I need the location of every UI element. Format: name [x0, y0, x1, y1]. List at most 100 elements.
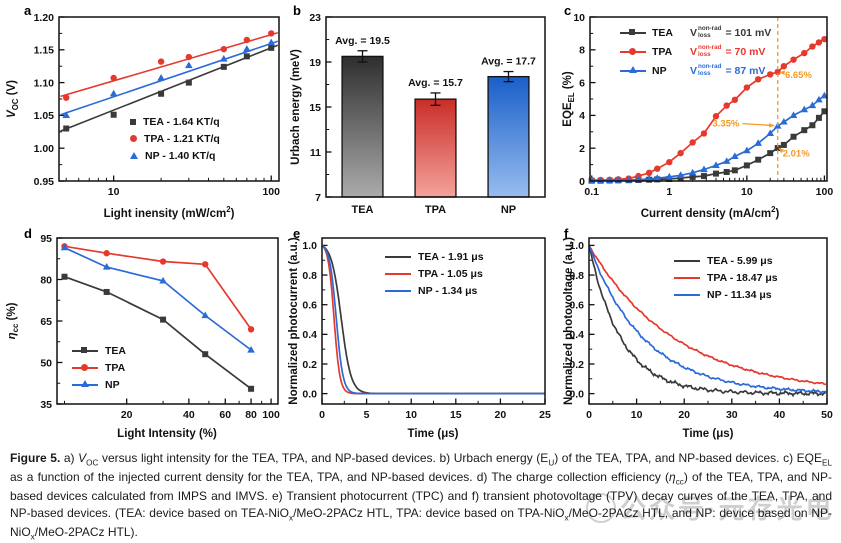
- svg-text:11: 11: [310, 147, 321, 159]
- panel-letter-d: d: [24, 226, 32, 241]
- legend-name: TPA: [652, 46, 682, 58]
- urbach-y-axis-label: Urbach energy (meV): [290, 49, 302, 165]
- svg-text:1.0: 1.0: [302, 240, 317, 252]
- tpc-legend: TEA - 1.91 μs TPA - 1.05 μs NP - 1.34 μs: [385, 248, 484, 299]
- svg-text:0.4: 0.4: [302, 329, 317, 341]
- svg-text:10: 10: [108, 186, 120, 198]
- legend-item-tpa: TPA - 18.47 μs: [674, 269, 778, 286]
- triangle-marker-icon: [130, 152, 138, 159]
- legend-label: TPA: [105, 362, 125, 374]
- svg-text:20: 20: [121, 409, 133, 421]
- legend-item-tpa: TPA - 1.05 μs: [385, 265, 484, 282]
- svg-text:20: 20: [678, 409, 690, 421]
- svg-text:25: 25: [539, 409, 551, 421]
- svg-text:3.35%: 3.35%: [712, 118, 739, 129]
- svg-text:1.15: 1.15: [34, 45, 55, 57]
- svg-text:50: 50: [40, 357, 52, 369]
- legend-name: TEA: [652, 27, 682, 39]
- voc-x-axis-label: Light inensity (mW/cm2): [104, 205, 235, 220]
- svg-text:2.01%: 2.01%: [783, 149, 810, 160]
- legend-item-tea: TEA - 1.91 μs: [385, 248, 484, 265]
- eqe-y-axis-label: EQEEL (%): [562, 71, 576, 126]
- tpv-legend: TEA - 5.99 μs TPA - 18.47 μs NP - 11.34 …: [674, 252, 778, 303]
- line-glyph: [385, 273, 411, 275]
- line-glyph: [385, 290, 411, 292]
- svg-text:40: 40: [774, 409, 786, 421]
- line-glyph: [385, 256, 411, 258]
- svg-text:50: 50: [821, 409, 833, 421]
- svg-text:Avg. = 15.7: Avg. = 15.7: [408, 77, 463, 89]
- circle-marker-icon: [81, 364, 88, 371]
- svg-text:0.0: 0.0: [302, 388, 317, 400]
- legend-label: NP - 1.40 KT/q: [145, 150, 215, 162]
- tpv-x-axis-label: Time (μs): [683, 428, 734, 440]
- svg-text:1.00: 1.00: [34, 143, 55, 155]
- svg-text:1.20: 1.20: [34, 12, 55, 24]
- svg-text:60: 60: [219, 409, 231, 421]
- svg-text:5: 5: [364, 409, 370, 421]
- svg-text:80: 80: [40, 274, 52, 286]
- svg-text:4: 4: [579, 110, 585, 122]
- svg-text:Avg. = 17.7: Avg. = 17.7: [481, 56, 536, 68]
- svg-text:10: 10: [405, 409, 417, 421]
- triangle-marker-icon: [81, 380, 89, 387]
- svg-text:TEA: TEA: [352, 204, 374, 216]
- svg-text:6: 6: [579, 77, 585, 89]
- legend-item-np: NP - 11.34 μs: [674, 286, 778, 303]
- svg-text:10: 10: [631, 409, 643, 421]
- svg-text:35: 35: [40, 399, 52, 411]
- panel-letter-a: a: [24, 3, 31, 18]
- svg-text:NP: NP: [501, 204, 516, 216]
- svg-text:0.1: 0.1: [584, 186, 599, 198]
- svg-text:1: 1: [666, 186, 672, 198]
- svg-text:0: 0: [586, 409, 592, 421]
- line-glyph: [674, 277, 700, 279]
- ncc-legend: TEA TPA NP: [72, 342, 126, 393]
- svg-text:95: 95: [40, 233, 52, 245]
- legend-label: TPA - 1.05 μs: [418, 268, 483, 280]
- svg-text:0.6: 0.6: [302, 299, 317, 311]
- svg-text:10: 10: [573, 12, 585, 24]
- voc-legend: TEA - 1.64 KT/q TPA - 1.21 KT/q NP - 1.4…: [130, 113, 220, 164]
- svg-text:1.05: 1.05: [34, 110, 55, 122]
- legend-label: TEA - 1.91 μs: [418, 251, 484, 263]
- legend-item-tpa: TPA - 1.21 KT/q: [130, 130, 220, 147]
- legend-item-tea: TEA - 5.99 μs: [674, 252, 778, 269]
- legend-label: TEA - 1.64 KT/q: [143, 116, 220, 128]
- legend-label: NP - 11.34 μs: [707, 289, 772, 301]
- figure-caption: Figure 5. a) VOC versus light intensity …: [10, 450, 832, 543]
- legend-label: NP: [105, 379, 120, 391]
- svg-text:100: 100: [816, 186, 834, 198]
- svg-text:15: 15: [309, 102, 321, 114]
- square-marker-icon: [81, 347, 87, 353]
- legend-name: NP: [652, 65, 682, 77]
- svg-text:7: 7: [315, 192, 321, 204]
- svg-text:40: 40: [183, 409, 195, 421]
- svg-text:0: 0: [319, 409, 325, 421]
- svg-text:Avg. = 19.5: Avg. = 19.5: [335, 35, 390, 47]
- line-glyph: [674, 260, 700, 262]
- circle-marker-icon: [629, 48, 636, 55]
- line-glyph: [674, 294, 700, 296]
- svg-text:1.10: 1.10: [34, 77, 55, 89]
- ncc-x-axis-label: Light Intensity (%): [117, 428, 217, 440]
- svg-text:0.95: 0.95: [34, 176, 55, 188]
- svg-text:10: 10: [741, 186, 753, 198]
- ncc-y-axis-label: ηcc (%): [6, 303, 20, 340]
- legend-item-tpa: TPA: [72, 359, 126, 376]
- tpv-y-axis-label: Normalized photovoltage (a.u.): [563, 237, 575, 405]
- legend-label: TEA - 5.99 μs: [707, 255, 773, 267]
- eqe-x-axis-label: Current density (mA/cm2): [641, 205, 780, 220]
- svg-text:19: 19: [309, 57, 321, 69]
- svg-text:80: 80: [245, 409, 257, 421]
